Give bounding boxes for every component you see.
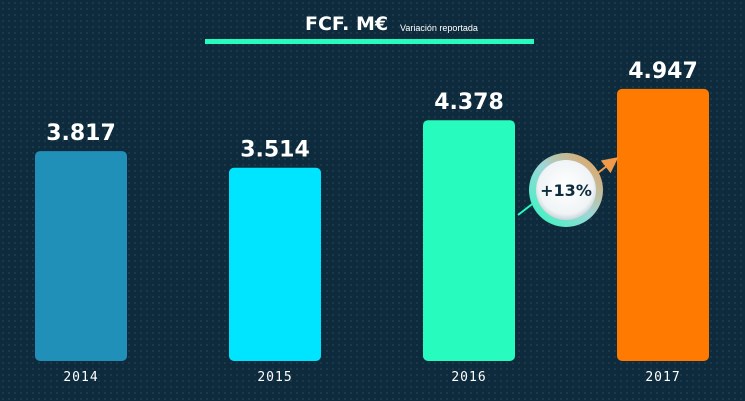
- bar-2015: [229, 167, 321, 361]
- title-underline: [205, 39, 534, 44]
- growth-badge-label: +13%: [540, 181, 592, 200]
- x-axis-ticks: 2014 2015 2016 2017: [63, 370, 680, 385]
- growth-badge-inner: [536, 160, 596, 220]
- chart-subtitle: Variación reportada: [400, 23, 478, 33]
- chart-title: FCF. M€: [305, 13, 388, 35]
- value-label-2016: 4.378: [434, 90, 504, 115]
- x-tick-2017: 2017: [645, 370, 680, 385]
- value-label-2015: 3.514: [240, 138, 310, 163]
- growth-badge: +13%: [517, 153, 619, 227]
- bar-2016: [423, 120, 515, 362]
- bar-2014: [35, 151, 127, 361]
- value-labels: 3.817 3.514 4.378 4.947: [46, 59, 698, 163]
- x-tick-2014: 2014: [63, 370, 98, 385]
- value-label-2017: 4.947: [628, 59, 698, 84]
- bar-2017: [617, 88, 709, 361]
- x-tick-2015: 2015: [257, 370, 292, 385]
- x-tick-2016: 2016: [451, 370, 486, 385]
- bars: [35, 88, 709, 362]
- value-label-2014: 3.817: [46, 121, 116, 146]
